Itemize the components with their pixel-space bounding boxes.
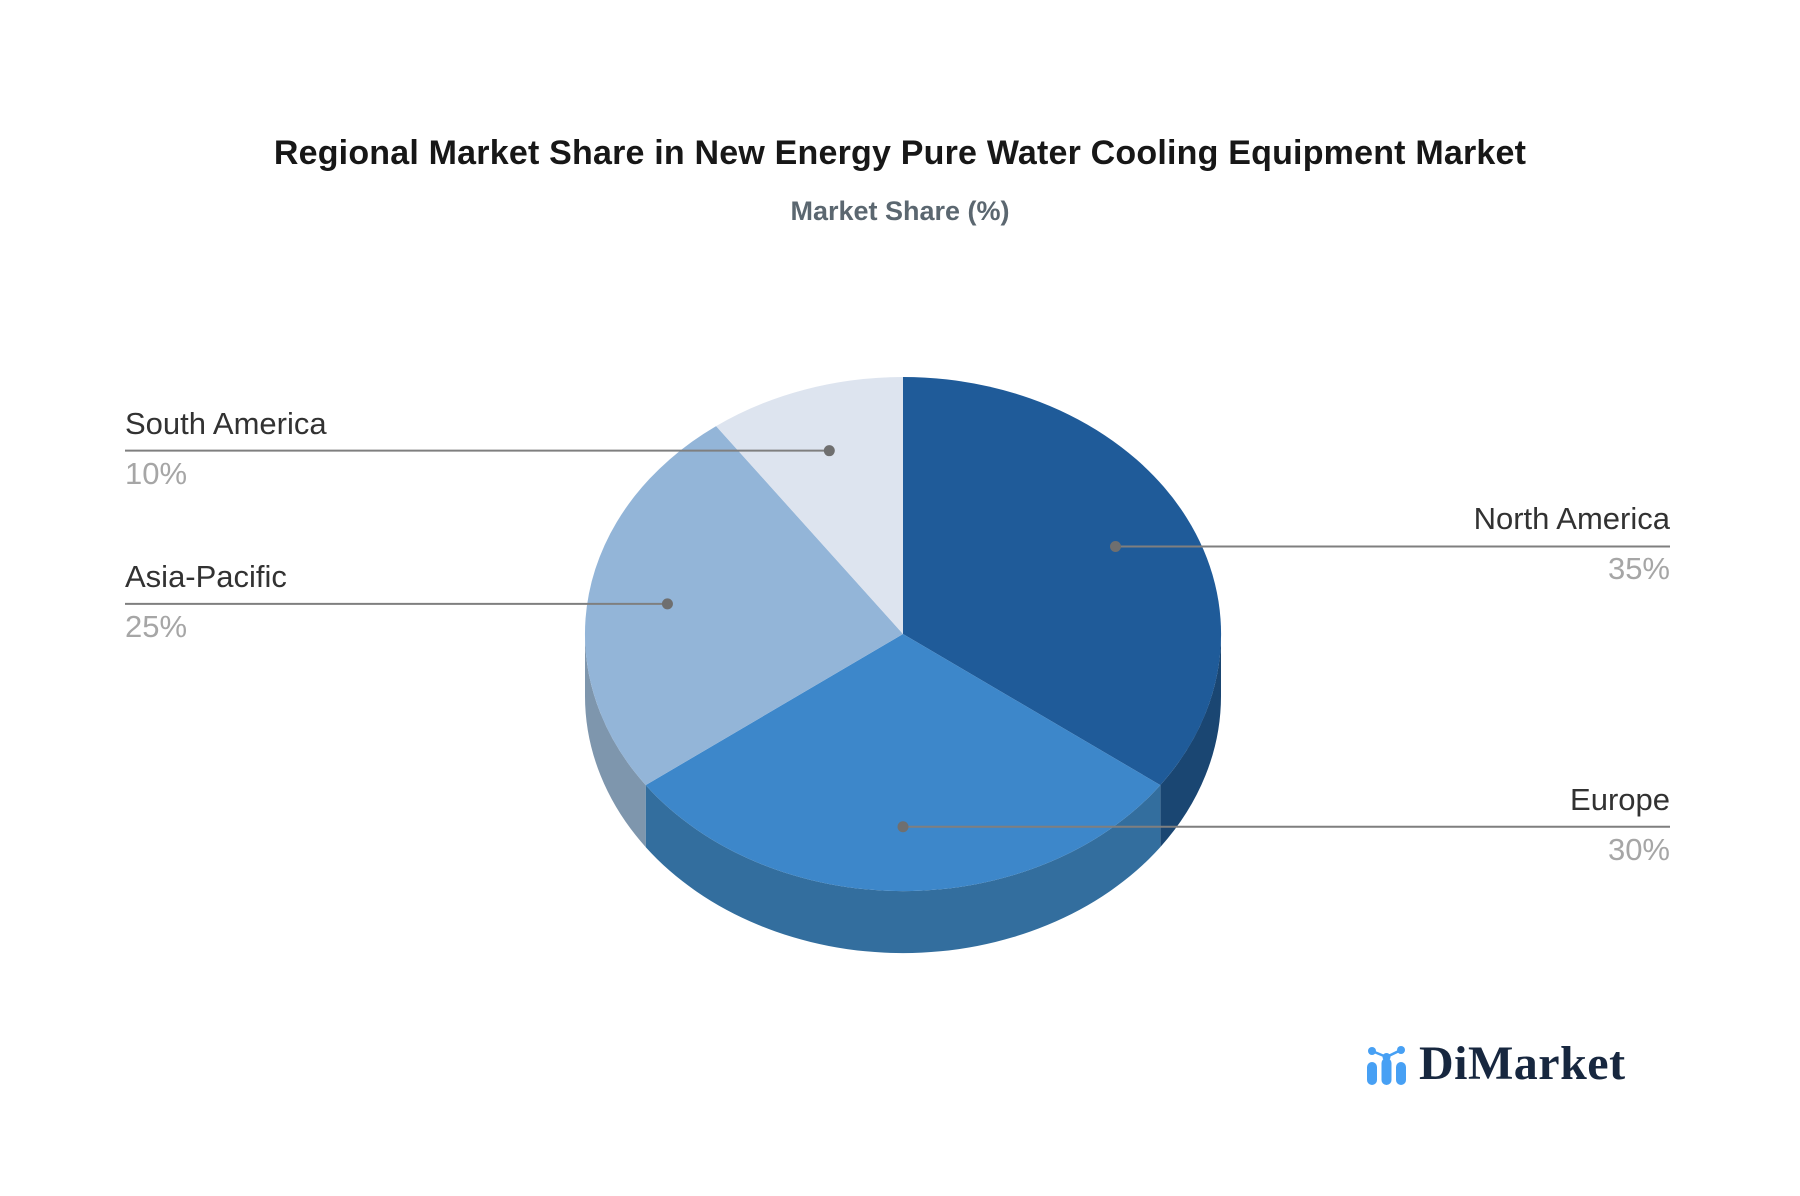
pie-slice-side-europe [645,785,1161,954]
slice-label-north-america: North America [1473,501,1670,536]
pie-slice-asia-pacific[interactable] [584,426,903,786]
slice-label-asia-pacific: Asia-Pacific [125,559,287,594]
leader-dot-north-america [1110,540,1122,552]
chart-title: Regional Market Share in New Energy Pure… [273,134,1527,172]
pie-slice-south-america[interactable] [716,377,903,634]
dimarket-logo-text: DiMarket [1419,1037,1626,1090]
slice-pct-asia-pacific: 25% [125,609,188,644]
pie-slice-side-north-america [1160,634,1221,848]
leader-dot-europe [897,821,909,833]
pie-slice-north-america[interactable] [903,377,1222,786]
slice-label-europe: Europe [1570,782,1670,817]
dimarket-logo: DiMarket [1367,1040,1626,1088]
dimarket-logo-icon [1367,1046,1406,1085]
slice-pct-south-america: 10% [125,456,188,491]
leader-dot-asia-pacific [661,598,673,610]
chart-subtitle: Market Share (%) [790,196,1010,226]
slice-label-south-america: South America [125,406,327,441]
pie-slice-side-asia-pacific [584,634,646,848]
slice-pct-europe: 30% [1607,832,1670,867]
leader-dot-south-america [823,445,835,457]
slice-pct-north-america: 35% [1607,551,1670,586]
